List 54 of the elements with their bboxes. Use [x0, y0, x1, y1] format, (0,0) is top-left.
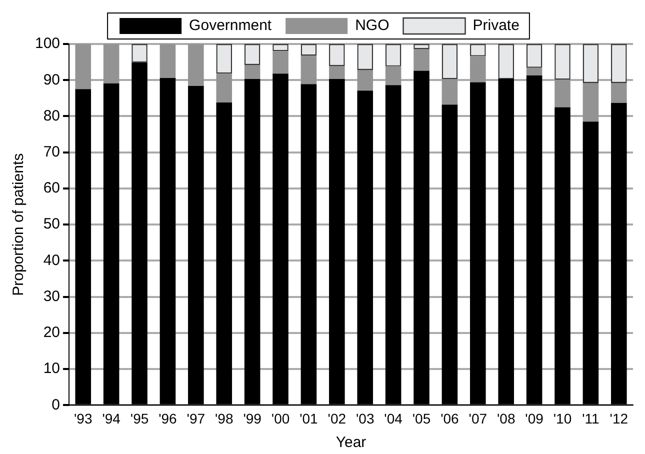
y-tick-label: 40 — [43, 252, 60, 269]
bar — [103, 44, 120, 84]
x-tick-label: '12 — [610, 410, 628, 426]
x-tick-label: '99 — [243, 410, 262, 426]
legend-label: Government — [189, 17, 272, 34]
x-tick-label: '09 — [525, 410, 544, 426]
x-tick-label: '95 — [130, 410, 149, 426]
y-tick-label: 90 — [43, 71, 60, 88]
y-tick-label: 60 — [43, 180, 60, 197]
x-tick-label: '01 — [300, 410, 318, 426]
legend-label: Private — [472, 17, 520, 34]
y-tick-label: 30 — [43, 288, 60, 305]
x-tick-label: '10 — [553, 410, 572, 426]
y-tick-label: 50 — [43, 216, 60, 233]
x-tick-label: '11 — [582, 410, 600, 426]
y-tick-label: 70 — [43, 144, 60, 160]
x-tick-label: '98 — [214, 410, 234, 426]
bar — [272, 51, 288, 74]
bar — [357, 70, 374, 91]
bar — [470, 56, 486, 82]
bar — [385, 66, 402, 86]
x-tick-label: '07 — [468, 410, 488, 426]
x-tick-label: '08 — [496, 410, 516, 426]
bar — [414, 49, 430, 71]
x-tick-label: '06 — [440, 410, 460, 426]
bar — [244, 64, 260, 80]
y-tick-label: 10 — [43, 360, 60, 378]
x-tick-label: '05 — [412, 410, 431, 426]
y-tick-label: 0 — [52, 396, 60, 414]
x-tick-label: '00 — [271, 410, 290, 426]
bar — [526, 68, 542, 76]
bar — [611, 83, 627, 103]
x-tick-label: '97 — [186, 410, 206, 426]
bar — [329, 66, 345, 80]
x-tick-label: '02 — [328, 410, 346, 426]
bar — [160, 44, 176, 78]
x-tick-label: '96 — [158, 410, 178, 426]
x-axis-title: Year — [336, 434, 366, 452]
bar — [300, 56, 317, 84]
x-tick-label: '03 — [356, 410, 374, 426]
x-tick-label: '04 — [384, 410, 403, 426]
x-tick-label: '94 — [102, 410, 121, 426]
bar — [442, 79, 458, 105]
legend-label: NGO — [355, 17, 390, 34]
y-axis-title: Proportion of patients — [10, 153, 28, 296]
bar — [188, 44, 204, 86]
bar — [216, 74, 232, 103]
bar — [554, 80, 570, 108]
y-tick-label: 80 — [43, 107, 60, 124]
bar — [75, 44, 92, 90]
bar — [582, 83, 599, 122]
y-tick-label: 20 — [43, 324, 60, 342]
x-tick-label: '93 — [74, 410, 92, 426]
y-tick-label: 100 — [34, 35, 60, 52]
